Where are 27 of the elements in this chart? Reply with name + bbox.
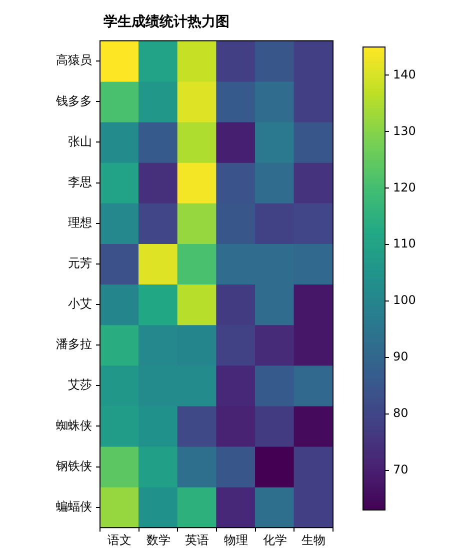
color-bar-label: 90 [393, 350, 408, 364]
color-bar-label: 80 [393, 406, 408, 420]
x-tick-label: 语文 [107, 532, 132, 547]
y-tick-label: 钢铁侠 [55, 458, 92, 473]
x-tick-label: 物理 [224, 532, 248, 547]
y-tick-label: 钱多多 [55, 94, 92, 108]
x-tick-label: 化学 [262, 532, 287, 547]
y-tick-label: 蜘蛛侠 [56, 418, 92, 432]
x-tick-label: 英语 [185, 532, 210, 547]
y-tick-label: 艾莎 [68, 378, 92, 392]
y-tick-label: 理想 [68, 215, 92, 230]
y-tick-label: 小艾 [68, 296, 92, 311]
color-bar-label: 70 [393, 462, 408, 477]
x-tick-label: 数学 [146, 532, 170, 547]
y-tick-label: 高猿员 [56, 53, 92, 68]
y-tick-label: 元芳 [68, 256, 92, 270]
x-tick-label: 生物 [302, 532, 326, 547]
color-bar-label: 130 [393, 124, 416, 138]
color-bar-label: 120 [393, 180, 416, 194]
color-bar-label: 100 [393, 293, 416, 308]
chart-title: 学生成绩统计热力图 [104, 13, 230, 30]
y-tick-label: 潘多拉 [56, 337, 92, 352]
y-tick-label: 张山 [68, 134, 92, 148]
y-tick-label: 蝙蝠侠 [56, 499, 92, 514]
color-bar-label: 140 [393, 67, 416, 82]
y-tick-label: 李思 [68, 174, 92, 189]
color-bar-label: 110 [393, 236, 416, 251]
